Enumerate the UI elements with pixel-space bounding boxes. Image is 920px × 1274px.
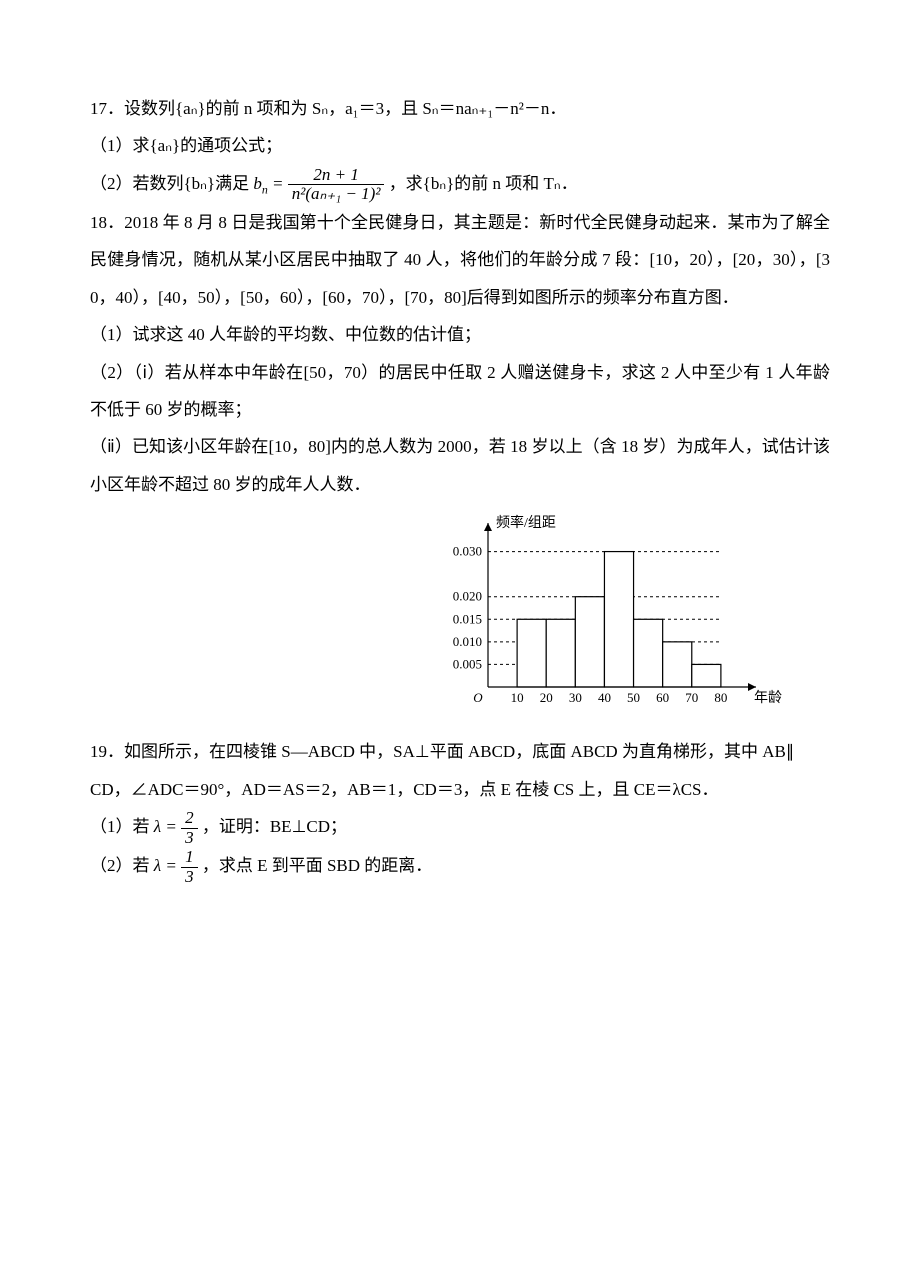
q17-line3: （2）若数列{bₙ}满足 bn = 2n + 1 n²(aₙ₊₁ − 1)² ，… [90, 165, 830, 204]
q19-p3-post: ，求点 E 到平面 SBD 的距离． [202, 856, 432, 875]
svg-text:0.020: 0.020 [453, 589, 482, 604]
q19-p3-frac: 1 3 [181, 848, 198, 886]
q19-p2-post: ，证明：BE⊥CD； [202, 817, 347, 836]
q17-line2: （1）求{aₙ}的通项公式； [90, 127, 830, 164]
svg-text:40: 40 [598, 690, 611, 705]
svg-text:20: 20 [540, 690, 553, 705]
svg-text:0.030: 0.030 [453, 544, 482, 559]
q19-p2-num: 2 [181, 809, 198, 828]
q18-p3: （2）（ⅰ）若从样本中年龄在[50，70）的居民中任取 2 人赠送健身卡，求这 … [90, 354, 830, 429]
svg-text:50: 50 [627, 690, 640, 705]
frequency-histogram: 0.005 0.010 0.015 0.020 0.030 10 20 30 40 50 60 70 8… [430, 511, 790, 711]
q18-p2: （1）试求这 40 人年龄的平均数、中位数的估计值； [90, 316, 830, 353]
svg-text:0.010: 0.010 [453, 634, 482, 649]
q17-line3-post: ，求{bₙ}的前 n 项和 Tₙ． [389, 174, 578, 193]
svg-text:10: 10 [511, 690, 524, 705]
q17-frac-den: n²(aₙ₊₁ − 1)² [288, 184, 385, 204]
q19-p2-pre: （1）若 [90, 817, 154, 836]
q18-p4: （ⅱ）已知该小区年龄在[10，80]内的总人数为 2000，若 18 岁以上（含… [90, 428, 830, 503]
chart-container: 0.005 0.010 0.015 0.020 0.030 10 20 30 40 50 60 70 8… [90, 511, 830, 711]
q17-bn: bn [253, 174, 267, 193]
q19-p2-den: 3 [181, 828, 198, 848]
document-page: 17．设数列{aₙ}的前 n 项和为 Sₙ，a₁＝3，且 Sₙ＝naₙ₊₁－n²… [0, 0, 920, 947]
q19-p3-pre: （2）若 [90, 856, 154, 875]
q19-p2: （1）若 λ = 2 3 ，证明：BE⊥CD； [90, 808, 830, 847]
q19-p1a: 19．如图所示，在四棱锥 S—ABCD 中，SA⊥平面 ABCD，底面 ABCD… [90, 733, 830, 770]
q17-frac-num: 2n + 1 [288, 166, 385, 185]
svg-text:年龄: 年龄 [754, 690, 782, 706]
q19-p2-lambda: λ = [154, 817, 177, 836]
q19-p2-frac: 2 3 [181, 809, 198, 847]
svg-text:0.005: 0.005 [453, 657, 482, 672]
q19-p3-num: 1 [181, 848, 198, 867]
q17-line3-pre: （2）若数列{bₙ}满足 [90, 174, 253, 193]
q19-p3-den: 3 [181, 867, 198, 887]
svg-text:30: 30 [569, 690, 582, 705]
q17-fraction: 2n + 1 n²(aₙ₊₁ − 1)² [288, 166, 385, 204]
q19-p3: （2）若 λ = 1 3 ，求点 E 到平面 SBD 的距离． [90, 847, 830, 886]
svg-text:频率/组距: 频率/组距 [496, 514, 556, 531]
svg-text:70: 70 [685, 690, 698, 705]
q18-p1: 18．2018 年 8 月 8 日是我国第十个全民健身日，其主题是：新时代全民健… [90, 204, 830, 316]
q17-line1: 17．设数列{aₙ}的前 n 项和为 Sₙ，a₁＝3，且 Sₙ＝naₙ₊₁－n²… [90, 90, 830, 127]
svg-text:O: O [473, 690, 483, 705]
svg-text:80: 80 [714, 690, 727, 705]
q19-p1b: CD，∠ADC＝90°，AD＝AS＝2，AB＝1，CD＝3，点 E 在棱 CS … [90, 771, 830, 808]
svg-text:60: 60 [656, 690, 669, 705]
equals-sign: = [272, 174, 288, 193]
svg-text:0.015: 0.015 [453, 611, 482, 626]
q19-p3-lambda: λ = [154, 856, 177, 875]
